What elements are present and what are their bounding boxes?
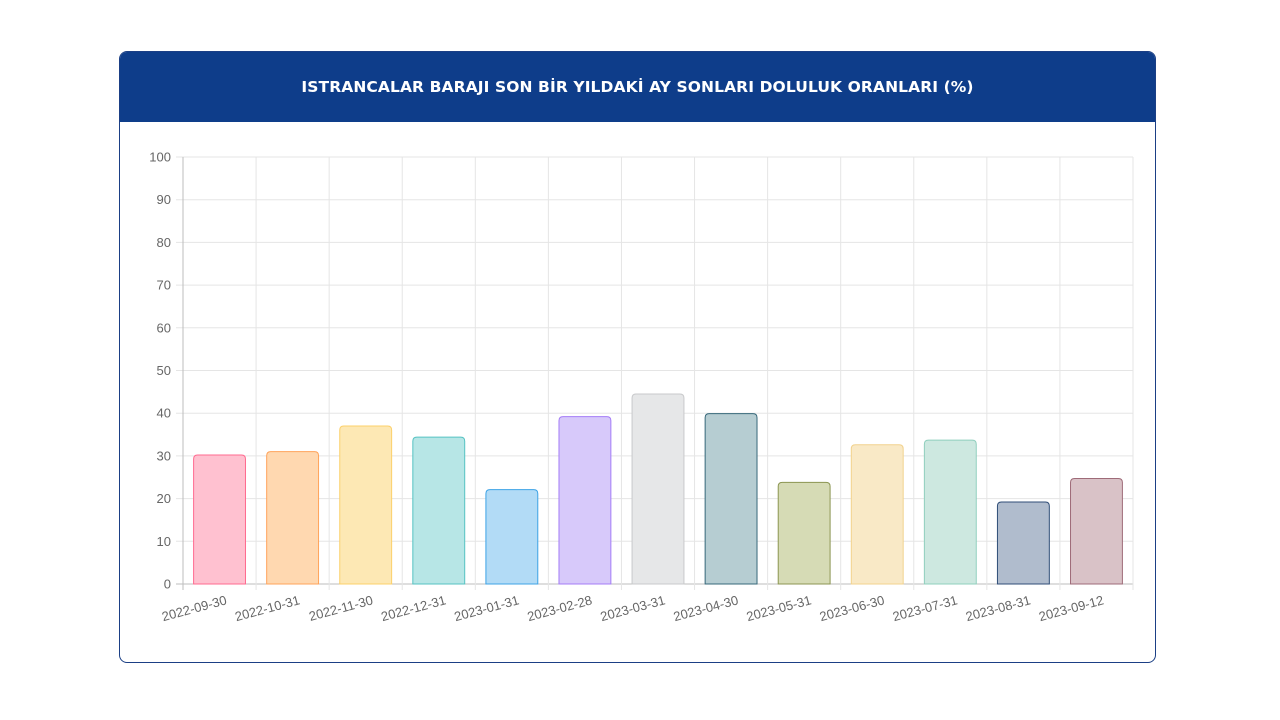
y-tick-label: 70 xyxy=(157,278,171,293)
bar-2023-03-31[interactable] xyxy=(631,393,685,585)
y-tick-label: 30 xyxy=(157,448,171,463)
chart-header: ISTRANCALAR BARAJI SON BİR YILDAKİ AY SO… xyxy=(120,52,1155,122)
chart-title: ISTRANCALAR BARAJI SON BİR YILDAKİ AY SO… xyxy=(301,78,974,96)
bar-2023-02-28[interactable] xyxy=(558,416,612,585)
bar-2023-04-30[interactable] xyxy=(704,413,758,585)
y-tick-label: 90 xyxy=(157,192,171,207)
y-axis: 0 10 20 30 40 50 60 70 80 90 100 xyxy=(149,150,171,592)
x-tick-label: 2023-05-31 xyxy=(745,592,813,624)
x-tick-label: 2023-01-31 xyxy=(453,592,521,624)
bar-2023-08-31[interactable] xyxy=(996,501,1050,585)
bar-2023-07-31[interactable] xyxy=(923,439,977,585)
x-tick-label: 2023-09-12 xyxy=(1037,592,1105,624)
y-tick-label: 100 xyxy=(149,150,171,165)
x-tick-label: 2022-10-31 xyxy=(233,592,301,624)
x-tick-label: 2022-09-30 xyxy=(160,592,228,624)
x-axis: 2022-09-30 2022-10-31 2022-11-30 2022-12-31… xyxy=(160,592,1105,624)
x-tick-label: 2023-04-30 xyxy=(672,592,740,624)
y-tick-label: 60 xyxy=(157,320,171,335)
x-tick-label: 2022-12-31 xyxy=(379,592,447,624)
bar-2022-11-30[interactable] xyxy=(339,425,393,585)
bar-2022-09-30[interactable] xyxy=(193,454,246,585)
chart-bars xyxy=(193,393,1123,585)
bar-2022-10-31[interactable] xyxy=(266,451,320,585)
bar-2023-05-31[interactable] xyxy=(777,481,831,585)
y-tick-label: 20 xyxy=(157,491,171,506)
y-tick-label: 50 xyxy=(157,363,171,378)
y-tick-label: 10 xyxy=(157,534,171,549)
x-tick-label: 2022-11-30 xyxy=(307,592,374,623)
y-tick-label: 0 xyxy=(164,577,171,592)
x-tick-label: 2023-03-31 xyxy=(599,592,667,624)
x-tick-label: 2023-02-28 xyxy=(526,592,594,624)
y-tick-label: 40 xyxy=(157,406,171,421)
y-tick-label: 80 xyxy=(157,235,171,250)
bar-2023-06-30[interactable] xyxy=(850,444,904,585)
x-tick-label: 2023-06-30 xyxy=(818,592,886,624)
x-tick-label: 2023-07-31 xyxy=(891,592,959,624)
bar-2022-12-31[interactable] xyxy=(412,436,466,585)
x-tick-label: 2023-08-31 xyxy=(964,592,1032,624)
bar-2023-01-31[interactable] xyxy=(485,489,539,585)
bar-2023-09-12[interactable] xyxy=(1070,478,1123,585)
